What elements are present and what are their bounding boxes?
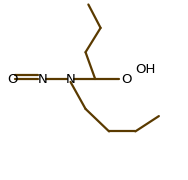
Text: N: N bbox=[66, 73, 76, 86]
Text: O: O bbox=[7, 73, 17, 86]
Text: O: O bbox=[121, 73, 132, 86]
Text: N: N bbox=[37, 73, 47, 86]
Text: OH: OH bbox=[135, 63, 156, 76]
